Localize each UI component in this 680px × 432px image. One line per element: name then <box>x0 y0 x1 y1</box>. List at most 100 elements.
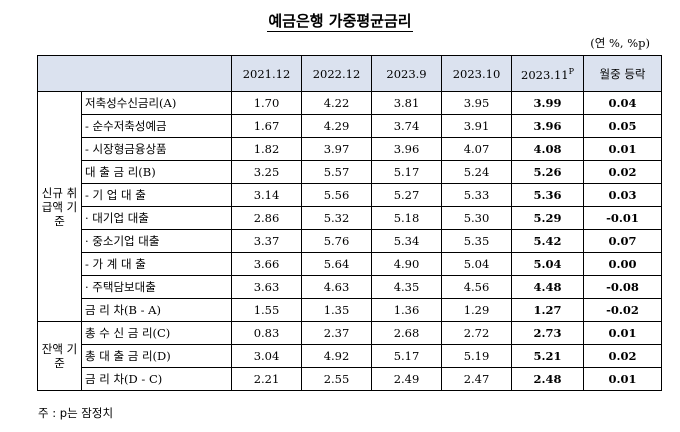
table-cell: 3.63 <box>231 275 302 299</box>
table-cell: 3.25 <box>231 160 302 184</box>
group-label: 신규 취급액 기준 <box>37 91 82 322</box>
group-label: 잔액 기준 <box>37 321 82 391</box>
table-cell: 3.04 <box>231 344 302 368</box>
table-cell: 5.18 <box>371 206 442 230</box>
table-cell: 1.36 <box>371 298 442 322</box>
interest-rate-table: 2021.12 2022.12 2023.9 2023.10 2023.11P … <box>37 55 662 391</box>
col-header-current: 2023.11P <box>511 55 584 92</box>
footnote: 주 : p는 잠정치 <box>38 406 114 420</box>
table-cell: 5.64 <box>301 252 372 276</box>
table-row: - 기 업 대 출 3.14 5.56 5.27 5.33 5.36 0.03 <box>38 183 662 207</box>
unit-label: (연 %, %p) <box>590 36 650 50</box>
table-cell: 5.29 <box>511 206 584 230</box>
table-cell: 2.55 <box>301 367 372 391</box>
table-cell: 0.05 <box>583 114 662 138</box>
table-cell: 2.48 <box>511 367 584 391</box>
table-cell: 3.96 <box>371 137 442 161</box>
table-cell: 5.17 <box>371 344 442 368</box>
header-row: 2021.12 2022.12 2023.9 2023.10 2023.11P … <box>37 55 662 92</box>
table-title: 예금은행 가중평균금리 <box>267 12 413 32</box>
table-row: - 순수저축성예금 1.67 4.29 3.74 3.91 3.96 0.05 <box>38 114 662 138</box>
table-cell: 5.19 <box>441 344 512 368</box>
table-cell: 5.21 <box>511 344 584 368</box>
table-cell: 3.14 <box>231 183 302 207</box>
table-row: - 시장형금융상품 1.82 3.97 3.96 4.07 4.08 0.01 <box>38 137 662 161</box>
table-cell: 2.72 <box>441 321 512 345</box>
table-cell: 0.02 <box>583 344 662 368</box>
table-cell: -0.02 <box>583 298 662 322</box>
table-row: · 대기업 대출 2.86 5.32 5.18 5.30 5.29 -0.01 <box>38 206 662 230</box>
table-cell: 4.08 <box>511 137 584 161</box>
table-cell: 0.83 <box>231 321 302 345</box>
row-label: - 시장형금융상품 <box>81 137 232 161</box>
table-cell: 4.48 <box>511 275 584 299</box>
table-row: · 중소기업 대출 3.37 5.76 5.34 5.35 5.42 0.07 <box>38 229 662 253</box>
table-cell: 0.01 <box>583 367 662 391</box>
table-cell: 3.37 <box>231 229 302 253</box>
table-cell: 0.03 <box>583 183 662 207</box>
table-row: 금 리 차(D - C) 2.21 2.55 2.49 2.47 2.48 0.01 <box>38 367 662 391</box>
table-cell: 2.47 <box>441 367 512 391</box>
table-cell: 5.26 <box>511 160 584 184</box>
table-cell: 1.55 <box>231 298 302 322</box>
table-cell: 0.00 <box>583 252 662 276</box>
table-cell: 1.70 <box>231 91 302 115</box>
table-cell: 3.91 <box>441 114 512 138</box>
col-header: 2022.12 <box>301 55 372 92</box>
table-row: 금 리 차(B - A) 1.55 1.35 1.36 1.29 1.27 -0.02 <box>38 298 662 322</box>
table-row: 신규 취급액 기준 저축성수신금리(A) 1.70 4.22 3.81 3.95 3.99 0… <box>37 91 662 322</box>
table-cell: 3.81 <box>371 91 442 115</box>
table-cell: 0.01 <box>583 321 662 345</box>
row-label: - 기 업 대 출 <box>81 183 232 207</box>
table-cell: 4.29 <box>301 114 372 138</box>
row-label: 총 대 출 금 리(D) <box>81 344 232 368</box>
row-label: - 가 계 대 출 <box>81 252 232 276</box>
table-cell: 5.17 <box>371 160 442 184</box>
table-cell: 1.27 <box>511 298 584 322</box>
table-cell: 1.29 <box>441 298 512 322</box>
table-cell: 2.49 <box>371 367 442 391</box>
table-cell: 5.04 <box>441 252 512 276</box>
table-cell: 3.74 <box>371 114 442 138</box>
row-label: · 주택담보대출 <box>81 275 232 299</box>
table-cell: 4.63 <box>301 275 372 299</box>
table-cell: 0.07 <box>583 229 662 253</box>
table-cell: 5.76 <box>301 229 372 253</box>
table-cell: 1.67 <box>231 114 302 138</box>
table-cell: 2.37 <box>301 321 372 345</box>
row-label: 총 수 신 금 리(C) <box>81 321 232 345</box>
header-blank <box>37 55 232 92</box>
table-cell: 5.32 <box>301 206 372 230</box>
table-cell: 4.56 <box>441 275 512 299</box>
table-cell: 5.35 <box>441 229 512 253</box>
table-cell: 5.36 <box>511 183 584 207</box>
row-label: 대 출 금 리(B) <box>81 160 232 184</box>
table-cell: 4.22 <box>301 91 372 115</box>
table-cell: 5.56 <box>301 183 372 207</box>
table-cell: 5.04 <box>511 252 584 276</box>
table-cell: 3.99 <box>511 91 584 115</box>
table-cell: 1.35 <box>301 298 372 322</box>
table-cell: 3.95 <box>441 91 512 115</box>
table-cell: 1.82 <box>231 137 302 161</box>
col-header-change: 월중 등락 <box>583 55 662 92</box>
table-cell: 5.57 <box>301 160 372 184</box>
table-cell: 4.35 <box>371 275 442 299</box>
row-label: 금 리 차(B - A) <box>81 298 232 322</box>
table-cell: 3.97 <box>301 137 372 161</box>
table-cell: 5.33 <box>441 183 512 207</box>
row-label: · 중소기업 대출 <box>81 229 232 253</box>
row-label: - 순수저축성예금 <box>81 114 232 138</box>
table-cell: 4.92 <box>301 344 372 368</box>
table-cell: 2.68 <box>371 321 442 345</box>
row-label: · 대기업 대출 <box>81 206 232 230</box>
table-cell: 0.01 <box>583 137 662 161</box>
table-row: · 주택담보대출 3.63 4.63 4.35 4.56 4.48 -0.08 <box>38 275 662 299</box>
table-cell: 2.73 <box>511 321 584 345</box>
table-cell: 5.34 <box>371 229 442 253</box>
table-row: 총 대 출 금 리(D) 3.04 4.92 5.17 5.19 5.21 0.02 <box>38 344 662 368</box>
table-cell: 5.30 <box>441 206 512 230</box>
table-row: 잔액 기준 총 수 신 금 리(C) 0.83 2.37 2.68 2.72 2.73 0.0… <box>37 321 662 391</box>
table-cell: 3.66 <box>231 252 302 276</box>
col-header: 2023.9 <box>371 55 442 92</box>
